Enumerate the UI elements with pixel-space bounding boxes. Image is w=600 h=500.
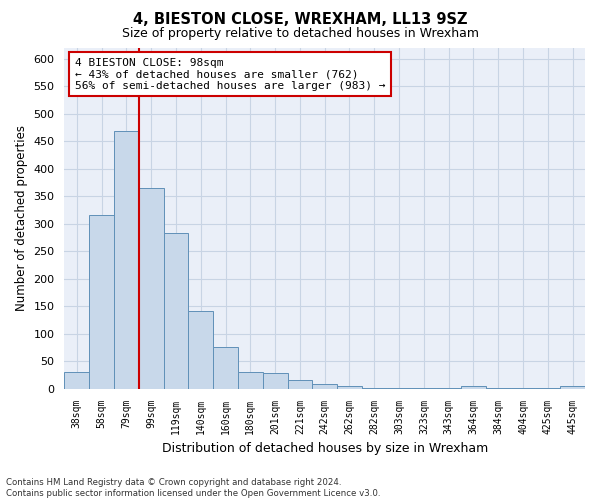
Text: 4, BIESTON CLOSE, WREXHAM, LL13 9SZ: 4, BIESTON CLOSE, WREXHAM, LL13 9SZ (133, 12, 467, 28)
Bar (114, 131, 139, 388)
Bar (313, 384, 337, 388)
Bar (461, 386, 486, 388)
Text: 4 BIESTON CLOSE: 98sqm
← 43% of detached houses are smaller (762)
56% of semi-de: 4 BIESTON CLOSE: 98sqm ← 43% of detached… (75, 58, 385, 91)
Text: Size of property relative to detached houses in Wrexham: Size of property relative to detached ho… (121, 28, 479, 40)
Bar (188, 310, 213, 388)
Bar (263, 374, 287, 388)
Bar (89, 216, 114, 388)
Bar (287, 380, 313, 388)
X-axis label: Distribution of detached houses by size in Wrexham: Distribution of detached houses by size … (161, 442, 488, 455)
Bar (213, 348, 238, 389)
Bar (64, 372, 89, 388)
Bar (238, 372, 263, 388)
Y-axis label: Number of detached properties: Number of detached properties (15, 125, 28, 311)
Text: Contains HM Land Registry data © Crown copyright and database right 2024.
Contai: Contains HM Land Registry data © Crown c… (6, 478, 380, 498)
Bar (139, 188, 164, 388)
Bar (337, 386, 362, 388)
Bar (560, 386, 585, 388)
Bar (164, 233, 188, 388)
